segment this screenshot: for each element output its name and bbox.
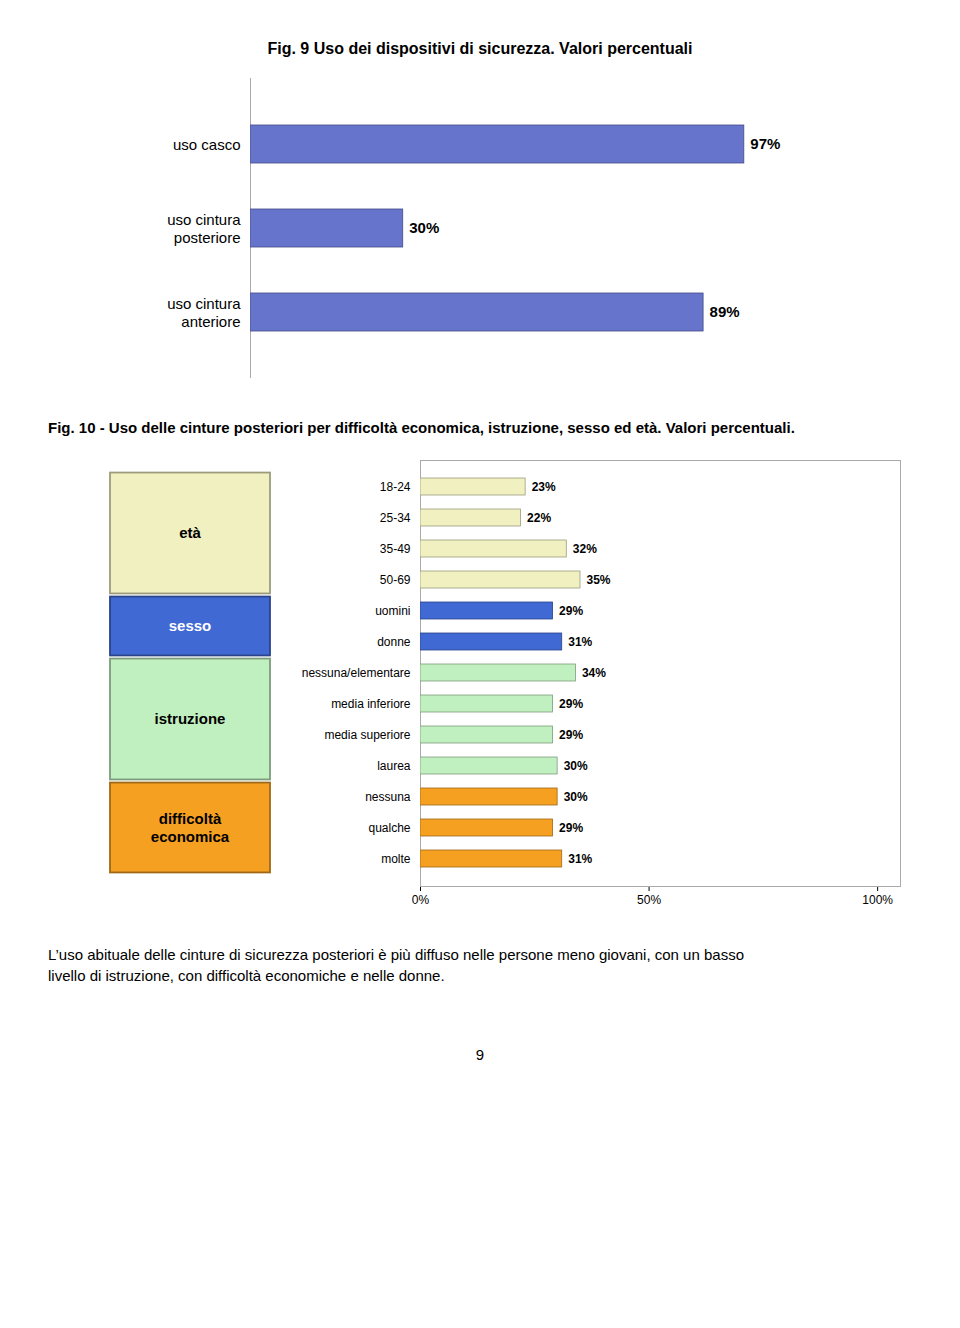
svg-text:nessuna/elementare: nessuna/elementare	[302, 667, 411, 681]
svg-text:29%: 29%	[559, 604, 583, 618]
svg-text:donne: donne	[377, 636, 411, 650]
svg-text:media inferiore: media inferiore	[331, 698, 411, 712]
svg-text:difficoltàeconomica: difficoltàeconomica	[151, 810, 230, 845]
svg-text:34%: 34%	[582, 666, 606, 680]
svg-text:50%: 50%	[637, 893, 661, 907]
svg-text:50-69: 50-69	[380, 574, 411, 588]
svg-text:molte: molte	[381, 853, 411, 867]
svg-text:18-24: 18-24	[380, 481, 411, 495]
svg-text:29%: 29%	[559, 697, 583, 711]
svg-text:23%: 23%	[532, 480, 556, 494]
svg-text:31%: 31%	[568, 852, 592, 866]
svg-text:media superiore: media superiore	[324, 729, 410, 743]
svg-text:89%: 89%	[710, 303, 740, 320]
svg-text:uso cinturaanteriore: uso cinturaanteriore	[167, 295, 241, 329]
html-text:Fig. 9 Uso dei dispositivi di: Fig. 9 Uso dei dispositivi di sicurezza.…	[267, 40, 693, 57]
svg-text:uso cinturaposteriore: uso cinturaposteriore	[167, 211, 241, 245]
svg-text:laurea: laurea	[377, 760, 411, 774]
svg-text:qualche: qualche	[368, 822, 410, 836]
svg-text:30%: 30%	[564, 790, 588, 804]
svg-text:30%: 30%	[409, 219, 439, 236]
svg-text:sesso: sesso	[169, 618, 212, 635]
svg-text:31%: 31%	[568, 635, 592, 649]
html-text:Fig. 10 - Uso delle cinture po: Fig. 10 - Uso delle cinture posteriori p…	[48, 419, 795, 436]
svg-text:30%: 30%	[564, 759, 588, 773]
svg-text:35%: 35%	[587, 573, 611, 587]
svg-text:32%: 32%	[573, 542, 597, 556]
svg-text:22%: 22%	[527, 511, 551, 525]
html-text:9: 9	[475, 1046, 485, 1064]
svg-text:istruzione: istruzione	[155, 711, 226, 728]
svg-text:35-49: 35-49	[380, 543, 411, 557]
svg-text:età: età	[179, 525, 201, 542]
svg-text:29%: 29%	[559, 821, 583, 835]
svg-text:nessuna: nessuna	[365, 791, 411, 805]
svg-text:29%: 29%	[559, 728, 583, 742]
svg-text:97%: 97%	[750, 135, 780, 152]
svg-text:25-34: 25-34	[380, 512, 411, 526]
html-text:L’uso abituale delle cinture d: L’uso abituale delle cinture di sicurezz…	[48, 946, 744, 985]
svg-text:uso casco: uso casco	[173, 136, 241, 153]
svg-text:0%: 0%	[412, 893, 430, 907]
svg-text:100%: 100%	[862, 893, 893, 907]
svg-text:uomini: uomini	[375, 605, 410, 619]
